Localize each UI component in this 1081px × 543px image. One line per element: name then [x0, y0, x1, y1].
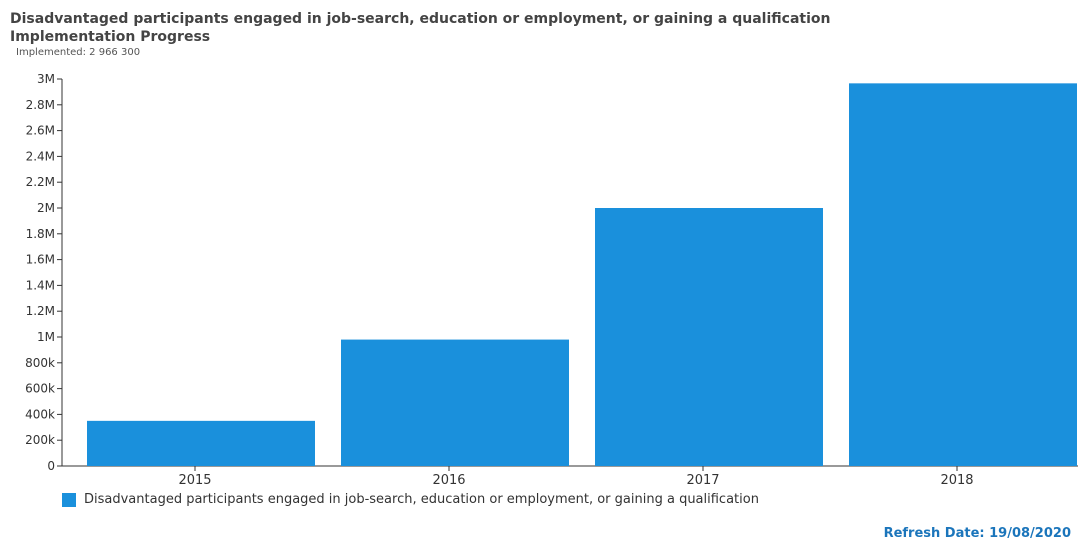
y-tick-label: 2.6M: [26, 124, 55, 138]
y-tick-label: 1.2M: [26, 304, 55, 318]
y-tick-label: 1.4M: [26, 278, 55, 292]
x-tick-label: 2018: [940, 473, 973, 488]
y-tick-label: 3M: [37, 72, 55, 86]
bar: [595, 208, 823, 466]
legend-swatch: [62, 492, 76, 507]
x-tick-label: 2016: [432, 473, 465, 488]
y-tick-label: 200k: [25, 433, 55, 447]
x-tick-label: 2017: [686, 473, 719, 488]
chart-subtitle: Implementation Progress: [10, 29, 211, 45]
y-tick-label: 2.4M: [26, 149, 55, 163]
bar: [849, 83, 1077, 467]
y-tick-label: 0: [47, 459, 55, 473]
y-tick-label: 2.8M: [26, 98, 55, 112]
y-tick-label: 400k: [25, 407, 55, 421]
x-tick-label: 2015: [178, 473, 211, 488]
y-tick-label: 800k: [25, 356, 55, 370]
y-tick-label: 1.8M: [26, 227, 55, 241]
y-tick-label: 2.2M: [26, 175, 55, 189]
y-tick-label: 1M: [37, 330, 55, 344]
y-tick-label: 1.6M: [26, 253, 55, 267]
bar: [341, 339, 569, 466]
chart-legend[interactable]: Disadvantaged participants engaged in jo…: [62, 492, 759, 507]
y-tick-label: 2M: [37, 201, 55, 215]
legend-label: Disadvantaged participants engaged in jo…: [84, 492, 759, 507]
implemented-total: Implemented: 2 966 300: [16, 47, 141, 58]
bar-chart: 0 200k 400k 600k 800k 1M 1.2M 1.4M 1.6M 1.8M 2M 2.2…: [25, 72, 1078, 488]
refresh-date: Refresh Date: 19/08/2020: [883, 526, 1071, 541]
y-tick-label: 600k: [25, 382, 55, 396]
bar: [87, 420, 315, 466]
chart-title: Disadvantaged participants engaged in jo…: [10, 11, 831, 27]
